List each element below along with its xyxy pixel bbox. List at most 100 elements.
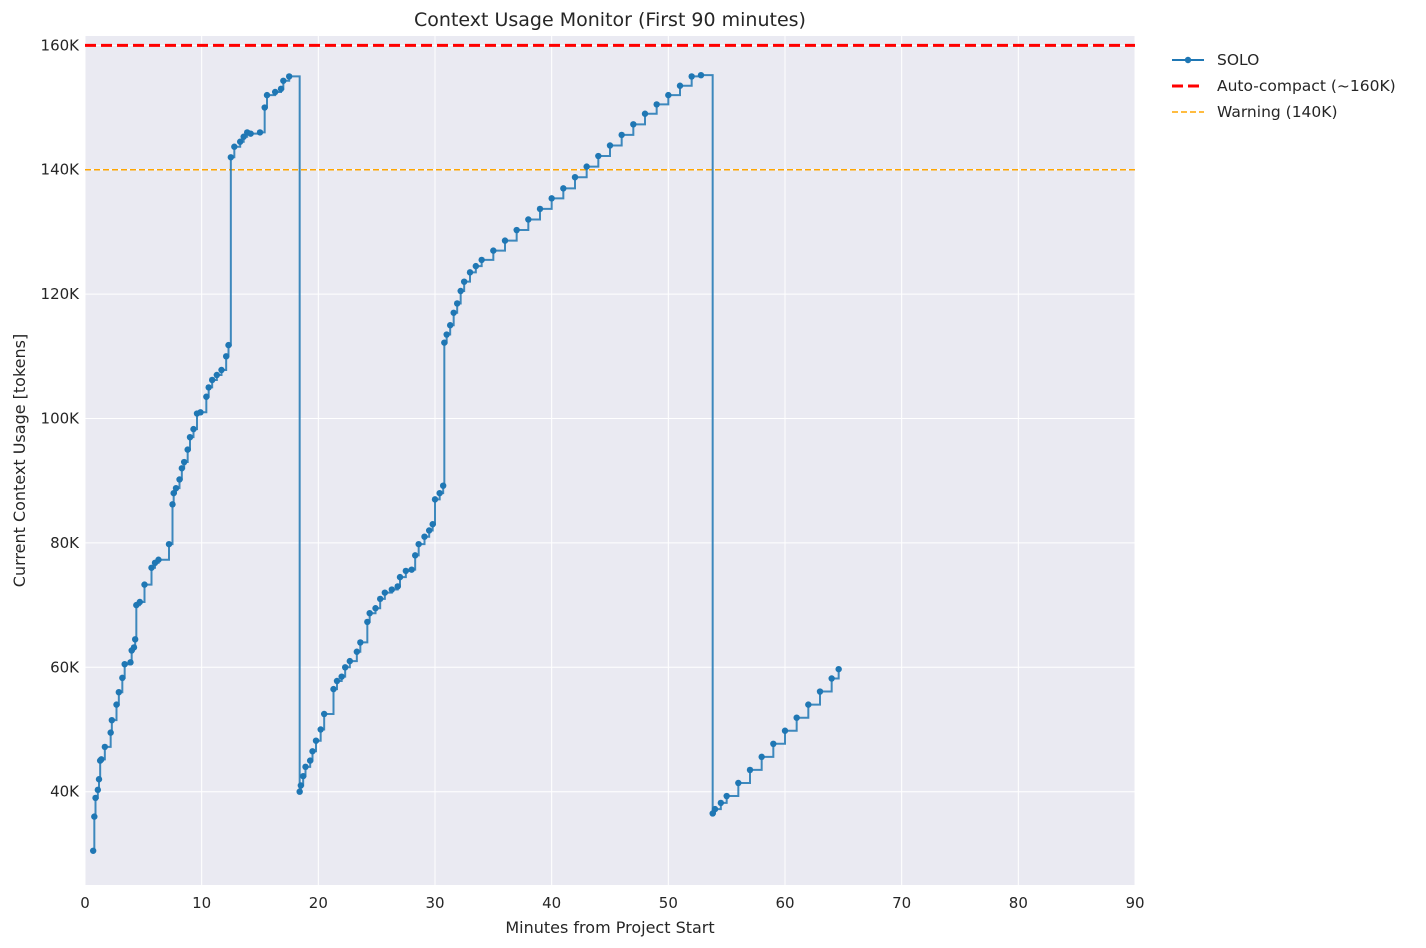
- data-point: [169, 501, 176, 508]
- data-point: [431, 496, 439, 503]
- data-point: [536, 205, 544, 213]
- data-point: [711, 805, 719, 813]
- data-point: [746, 766, 754, 774]
- y-axis-label: Current Context Usage [tokens]: [10, 334, 29, 587]
- data-point: [92, 794, 99, 802]
- data-point: [425, 527, 433, 534]
- data-point: [320, 710, 328, 718]
- data-point: [271, 88, 279, 96]
- data-point: [225, 341, 232, 349]
- data-point: [205, 384, 212, 391]
- chart-title: Context Usage Monitor (First 90 minutes): [414, 9, 806, 31]
- data-point: [805, 701, 812, 708]
- data-point: [285, 73, 293, 80]
- data-point: [436, 489, 443, 497]
- legend: SOLO Auto-compact (~160K) Warning (140K): [1172, 51, 1396, 121]
- data-point: [793, 714, 800, 721]
- legend-label: SOLO: [1217, 51, 1259, 69]
- grid-lines: [84, 36, 1136, 885]
- data-point: [130, 644, 138, 651]
- data-point: [94, 786, 102, 794]
- data-point: [490, 247, 497, 254]
- series-markers-solo: [89, 71, 842, 854]
- data-point: [107, 729, 114, 736]
- data-point: [203, 393, 210, 400]
- legend-swatch-marker: [1184, 56, 1192, 64]
- data-point: [197, 409, 204, 416]
- data-point: [180, 458, 188, 466]
- x-tick-label: 60: [775, 894, 794, 912]
- y-tick-label: 100K: [41, 410, 81, 428]
- x-tick-label: 50: [659, 894, 678, 912]
- data-point: [236, 138, 244, 145]
- data-point: [231, 143, 238, 150]
- data-point: [227, 154, 235, 161]
- data-point: [366, 610, 373, 617]
- data-point: [376, 595, 384, 603]
- data-point: [113, 701, 120, 708]
- data-point: [213, 371, 221, 379]
- data-point: [353, 648, 361, 655]
- data-point: [330, 685, 337, 693]
- y-axis-ticks: 40K 60K 80K 100K 120K 140K 160K: [41, 36, 81, 800]
- data-point: [95, 776, 103, 783]
- data-point: [394, 583, 401, 590]
- data-point: [121, 661, 128, 668]
- data-point: [443, 331, 450, 338]
- data-point: [170, 489, 177, 497]
- y-tick-label: 80K: [50, 534, 80, 552]
- data-point: [136, 598, 144, 606]
- data-point: [165, 540, 173, 548]
- data-point: [653, 101, 660, 108]
- data-point: [155, 556, 162, 563]
- data-point: [478, 256, 485, 264]
- reference-lines: [85, 43, 1135, 171]
- data-point: [513, 226, 520, 234]
- data-point: [186, 433, 194, 441]
- data-point: [208, 376, 216, 384]
- data-point: [441, 339, 448, 346]
- data-point: [148, 564, 155, 571]
- data-point: [460, 278, 468, 285]
- data-point: [108, 716, 116, 724]
- data-point: [91, 813, 98, 820]
- legend-label: Warning (140K): [1217, 103, 1338, 121]
- data-point: [101, 743, 109, 751]
- data-point: [717, 799, 725, 807]
- data-point: [396, 573, 404, 581]
- data-point: [429, 521, 436, 528]
- data-point: [98, 756, 105, 763]
- data-point: [816, 688, 824, 695]
- data-point: [415, 540, 422, 548]
- data-point: [606, 142, 614, 149]
- data-point: [222, 353, 230, 360]
- data-point: [184, 446, 191, 453]
- data-point: [263, 91, 271, 99]
- plot-area: [85, 36, 1135, 885]
- data-point: [472, 262, 480, 270]
- data-point: [421, 533, 428, 540]
- data-point: [115, 688, 123, 696]
- y-tick-label: 160K: [41, 36, 81, 54]
- data-point: [665, 91, 672, 99]
- y-tick-label: 40K: [50, 783, 80, 801]
- data-point: [296, 788, 303, 795]
- data-point: [302, 763, 309, 771]
- data-point: [408, 566, 415, 573]
- data-point: [190, 425, 197, 433]
- data-point: [218, 366, 225, 374]
- data-point: [411, 552, 419, 559]
- data-point: [723, 792, 730, 800]
- x-tick-label: 20: [309, 894, 328, 912]
- legend-item: Warning (140K): [1172, 103, 1338, 121]
- x-axis-label: Minutes from Project Start: [505, 918, 714, 937]
- data-point: [697, 71, 705, 79]
- data-point: [641, 110, 649, 117]
- x-tick-label: 30: [425, 894, 444, 912]
- data-point: [172, 484, 180, 492]
- data-point: [446, 322, 454, 329]
- data-point: [247, 130, 254, 137]
- data-point: [618, 131, 625, 139]
- legend-item: SOLO: [1172, 51, 1259, 69]
- y-tick-label: 140K: [41, 161, 81, 179]
